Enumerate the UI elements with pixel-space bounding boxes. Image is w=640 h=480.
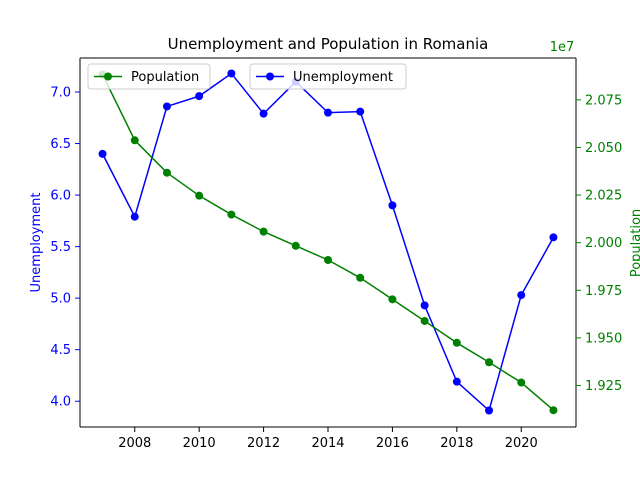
right-y-axis: 1.925 1.950 1.975 2.000 2.025 2.050 2.075 1e7 Po… xyxy=(550,40,640,394)
data-point-population xyxy=(162,168,171,177)
data-point-unemployment xyxy=(485,406,494,415)
data-point-unemployment xyxy=(162,102,171,111)
right-y-axis-scale: 1e7 xyxy=(550,40,575,55)
legend-box xyxy=(249,63,407,90)
legend-marker-swatch xyxy=(266,72,274,81)
data-point-population xyxy=(420,316,429,325)
legend-unemployment: Unemployment xyxy=(249,63,407,90)
data-point-unemployment xyxy=(195,92,204,101)
data-point-population xyxy=(356,273,365,282)
data-point-unemployment xyxy=(259,109,268,118)
data-point-population xyxy=(130,136,139,145)
x-tick-label: 2016 xyxy=(376,436,409,451)
legend-label: Unemployment xyxy=(293,70,393,85)
right-y-tick-label: 2.050 xyxy=(585,141,622,156)
legends: Population Unemployment xyxy=(87,63,407,90)
series-unemployment xyxy=(98,69,558,415)
x-tick-label: 2008 xyxy=(118,436,151,451)
data-point-population xyxy=(259,227,268,236)
right-y-axis-label: Population xyxy=(629,209,640,277)
left-y-tick-label: 7.0 xyxy=(50,86,71,101)
data-point-unemployment xyxy=(452,377,461,386)
data-point-population xyxy=(485,358,494,367)
left-y-tick-label: 5.5 xyxy=(50,240,71,255)
legend-label: Population xyxy=(131,70,199,85)
legend-population: Population xyxy=(87,63,211,90)
data-point-population xyxy=(324,255,332,264)
x-tick-label: 2010 xyxy=(183,436,216,451)
data-point-population xyxy=(549,406,558,415)
data-point-unemployment xyxy=(227,69,236,78)
left-y-tick-label: 4.5 xyxy=(50,343,71,358)
right-y-tick-label: 2.075 xyxy=(585,93,622,108)
right-y-tick-label: 1.950 xyxy=(585,331,622,346)
x-axis: 2008 2010 2012 2014 2016 2018 2020 xyxy=(118,427,538,451)
data-point-population xyxy=(517,378,526,387)
right-y-tick-label: 2.000 xyxy=(585,236,622,251)
plot-area xyxy=(98,69,558,415)
left-y-axis: 4.0 4.5 5.0 5.5 6.0 6.5 7.0 Unemployment xyxy=(29,86,80,410)
data-point-unemployment xyxy=(420,301,429,310)
right-y-tick-label: 1.975 xyxy=(585,284,622,299)
legend-marker-swatch xyxy=(104,72,112,81)
data-point-unemployment xyxy=(98,149,107,158)
data-point-population xyxy=(388,295,397,304)
data-point-unemployment xyxy=(356,107,365,116)
data-point-population xyxy=(291,241,300,250)
left-y-axis-label: Unemployment xyxy=(29,193,44,293)
data-point-unemployment xyxy=(388,201,397,210)
chart-title: Unemployment and Population in Romania xyxy=(168,35,489,53)
data-point-population xyxy=(227,210,236,219)
data-point-unemployment xyxy=(549,233,558,242)
x-tick-label: 2012 xyxy=(247,436,280,451)
x-tick-label: 2020 xyxy=(505,436,538,451)
data-point-unemployment xyxy=(130,212,139,221)
x-tick-label: 2018 xyxy=(440,436,473,451)
data-point-population xyxy=(452,338,461,347)
data-point-unemployment xyxy=(517,291,526,300)
left-y-tick-label: 6.5 xyxy=(50,137,71,152)
left-y-tick-label: 6.0 xyxy=(50,189,71,204)
data-point-unemployment xyxy=(324,108,332,117)
right-y-tick-label: 1.925 xyxy=(585,379,622,394)
x-tick-label: 2014 xyxy=(311,436,344,451)
right-y-tick-label: 2.025 xyxy=(585,189,622,204)
left-y-tick-label: 5.0 xyxy=(50,292,71,307)
legend-box xyxy=(87,63,211,90)
left-y-tick-label: 4.0 xyxy=(50,395,71,410)
data-point-population xyxy=(195,191,204,200)
